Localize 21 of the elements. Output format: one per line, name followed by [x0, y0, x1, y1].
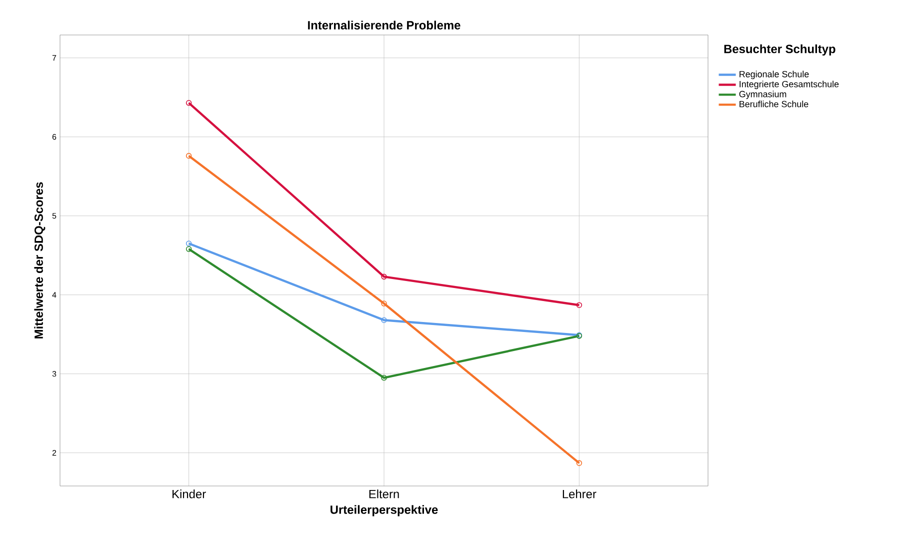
point: [186, 152, 192, 159]
x-tick-label: Kinder: [172, 490, 206, 498]
legend-label: Berufliche Schule: [740, 100, 808, 108]
point: [186, 246, 192, 252]
point: [381, 274, 387, 280]
x-tick-label: Eltern: [369, 490, 399, 498]
point: [381, 374, 387, 381]
point: [576, 302, 582, 308]
point: [186, 240, 192, 246]
legend-label: Gymnasium: [739, 90, 786, 100]
chart-title: Internalisierende Probleme: [308, 20, 460, 30]
y-axis-title: Mittelwerte der SDQ-Scores: [34, 182, 46, 338]
point: [576, 460, 582, 466]
x-tick-label: Lehrer: [562, 490, 596, 498]
point: [186, 100, 192, 106]
point: [381, 300, 387, 306]
legend-label: Regionale Schule: [740, 70, 809, 80]
legend-title: Besuchter Schultyp: [724, 44, 836, 56]
point: [381, 317, 387, 324]
x-axis-title: Urteilerperspektive: [330, 505, 438, 516]
legend-label: Integrierte Gesamtschule: [740, 80, 839, 90]
